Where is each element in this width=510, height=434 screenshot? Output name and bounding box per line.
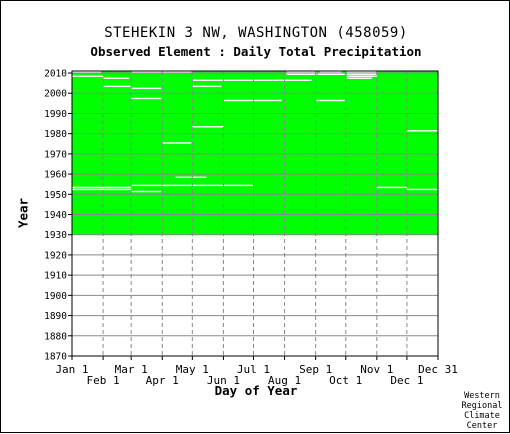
y-tick-label: 1870 bbox=[44, 352, 67, 363]
x-tick-label: Dec 1 bbox=[390, 374, 423, 387]
missing-segment bbox=[406, 188, 438, 191]
x-tick-label: Jul 1 bbox=[237, 363, 270, 376]
x-tick-label: May 1 bbox=[176, 363, 209, 376]
missing-segment bbox=[72, 186, 132, 189]
y-tick-label: 1950 bbox=[44, 190, 67, 201]
credit-block: Western Regional Climate Center bbox=[456, 391, 508, 431]
credit-line: Center bbox=[466, 421, 498, 431]
x-tick-label: Sep 1 bbox=[299, 363, 332, 376]
missing-segment bbox=[192, 79, 312, 82]
data-layer bbox=[72, 71, 438, 235]
missing-segment bbox=[286, 71, 317, 73]
missing-segment bbox=[72, 75, 104, 77]
missing-segment bbox=[162, 142, 192, 144]
y-tick-label: 2010 bbox=[44, 69, 67, 80]
missing-segment bbox=[131, 97, 162, 100]
chart-title: STEHEKIN 3 NW, WASHINGTON (458059) bbox=[104, 25, 408, 41]
missing-segment bbox=[315, 99, 345, 102]
x-tick-label: Jan 1 bbox=[55, 363, 88, 376]
missing-segment bbox=[406, 130, 438, 132]
y-tick-label: 1990 bbox=[44, 109, 67, 120]
y-tick-label: 1880 bbox=[44, 331, 67, 342]
x-tick-label: Dec 31 bbox=[418, 363, 458, 376]
missing-segment bbox=[131, 190, 162, 193]
y-tick-label: 1930 bbox=[44, 230, 67, 241]
missing-segment bbox=[131, 71, 192, 73]
y-tick-label: 1900 bbox=[44, 291, 67, 302]
x-tick-label: Apr 1 bbox=[146, 374, 179, 387]
y-tick-label: 2000 bbox=[44, 89, 67, 100]
credit-line: Western bbox=[464, 391, 500, 401]
y-tick-label: 1980 bbox=[44, 129, 67, 140]
missing-segment bbox=[376, 186, 407, 189]
x-tick-label: Feb 1 bbox=[87, 374, 120, 387]
missing-segment bbox=[346, 75, 377, 77]
missing-segment bbox=[319, 71, 342, 73]
missing-segment bbox=[131, 87, 162, 90]
x-tick-label: Oct 1 bbox=[329, 374, 362, 387]
missing-segment bbox=[223, 99, 282, 102]
missing-segment bbox=[346, 73, 377, 75]
data-coverage-block bbox=[72, 71, 438, 235]
missing-segment bbox=[72, 188, 132, 191]
y-tick-label: 1970 bbox=[44, 149, 67, 160]
tick-layer: 1870 1880 1890 1900 1910 1920 1930 1940 1950 1960… bbox=[44, 69, 458, 387]
grid-layer bbox=[72, 71, 438, 356]
missing-segment bbox=[346, 71, 377, 73]
missing-segment bbox=[103, 85, 132, 88]
x-axis-label: Day of Year bbox=[214, 383, 298, 398]
y-axis-label: Year bbox=[15, 197, 31, 229]
y-tick-label: 1960 bbox=[44, 170, 67, 181]
missing-segment bbox=[192, 85, 222, 88]
chart-subtitle: Observed Element : Daily Total Precipita… bbox=[90, 44, 422, 59]
missing-segment bbox=[175, 176, 207, 179]
x-tick-label: Jun 1 bbox=[207, 374, 240, 387]
missing-segment bbox=[103, 77, 130, 79]
missing-segment bbox=[346, 77, 372, 79]
credit-line: Regional bbox=[461, 401, 503, 411]
missing-segment bbox=[72, 71, 102, 73]
missing-segment bbox=[286, 73, 317, 75]
y-tick-label: 1940 bbox=[44, 210, 67, 221]
x-tick-label: Mar 1 bbox=[115, 363, 148, 376]
credit-line: Climate bbox=[464, 411, 500, 421]
missing-segment bbox=[317, 73, 345, 75]
y-tick-label: 1920 bbox=[44, 250, 67, 261]
x-tick-label: Nov 1 bbox=[360, 363, 393, 376]
y-tick-label: 1910 bbox=[44, 271, 67, 282]
x-tick-label: Aug 1 bbox=[268, 374, 301, 387]
plot-border bbox=[71, 70, 439, 357]
missing-segment bbox=[192, 126, 224, 128]
y-tick-label: 1890 bbox=[44, 311, 67, 322]
